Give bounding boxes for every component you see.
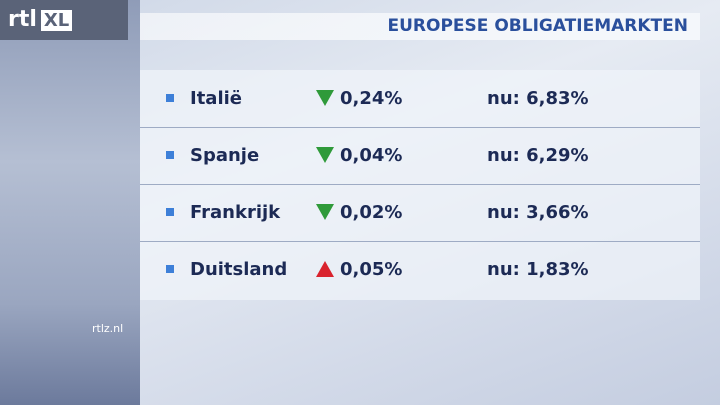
arrow-up: [316, 261, 334, 277]
country: Spanje: [190, 145, 260, 166]
yield: nu: 1,83%: [487, 259, 589, 280]
watermark: rtlz.nl: [92, 322, 124, 335]
arrow-down: [316, 204, 334, 220]
change: 0,02%: [340, 202, 403, 223]
header-title: EUROPESE OBLIGATIEMARKTEN: [387, 16, 688, 36]
yield: nu: 3,66%: [487, 202, 589, 223]
logo-text: XL: [40, 10, 73, 31]
bullet: [166, 265, 174, 273]
change: 0,04%: [340, 145, 403, 166]
change: 0,05%: [340, 259, 403, 280]
side-panel: [0, 0, 140, 405]
country: Duitsland: [190, 259, 288, 280]
bullet: [166, 208, 174, 216]
logo: rtl XL: [0, 0, 128, 40]
table: Italië 0,24% nu: 6,83% Spanje 0,04% nu: …: [140, 70, 700, 300]
change: 0,24%: [340, 88, 403, 109]
arrow-down: [316, 147, 334, 163]
row: Duitsland 0,05% nu: 1,83%: [140, 241, 700, 298]
row: Italië 0,24% nu: 6,83%: [140, 70, 700, 128]
bullet: [166, 94, 174, 102]
country: Frankrijk: [190, 202, 281, 223]
row: Spanje 0,04% nu: 6,29%: [140, 127, 700, 185]
arrow-down: [316, 90, 334, 106]
yield: nu: 6,29%: [487, 145, 589, 166]
row: Frankrijk 0,02% nu: 3,66%: [140, 184, 700, 242]
yield: nu: 6,83%: [487, 88, 589, 109]
bullet: [166, 151, 174, 159]
country: Italië: [190, 88, 242, 109]
logo-text: rtl: [8, 7, 37, 32]
header: EUROPESE OBLIGATIEMARKTEN: [140, 13, 700, 40]
